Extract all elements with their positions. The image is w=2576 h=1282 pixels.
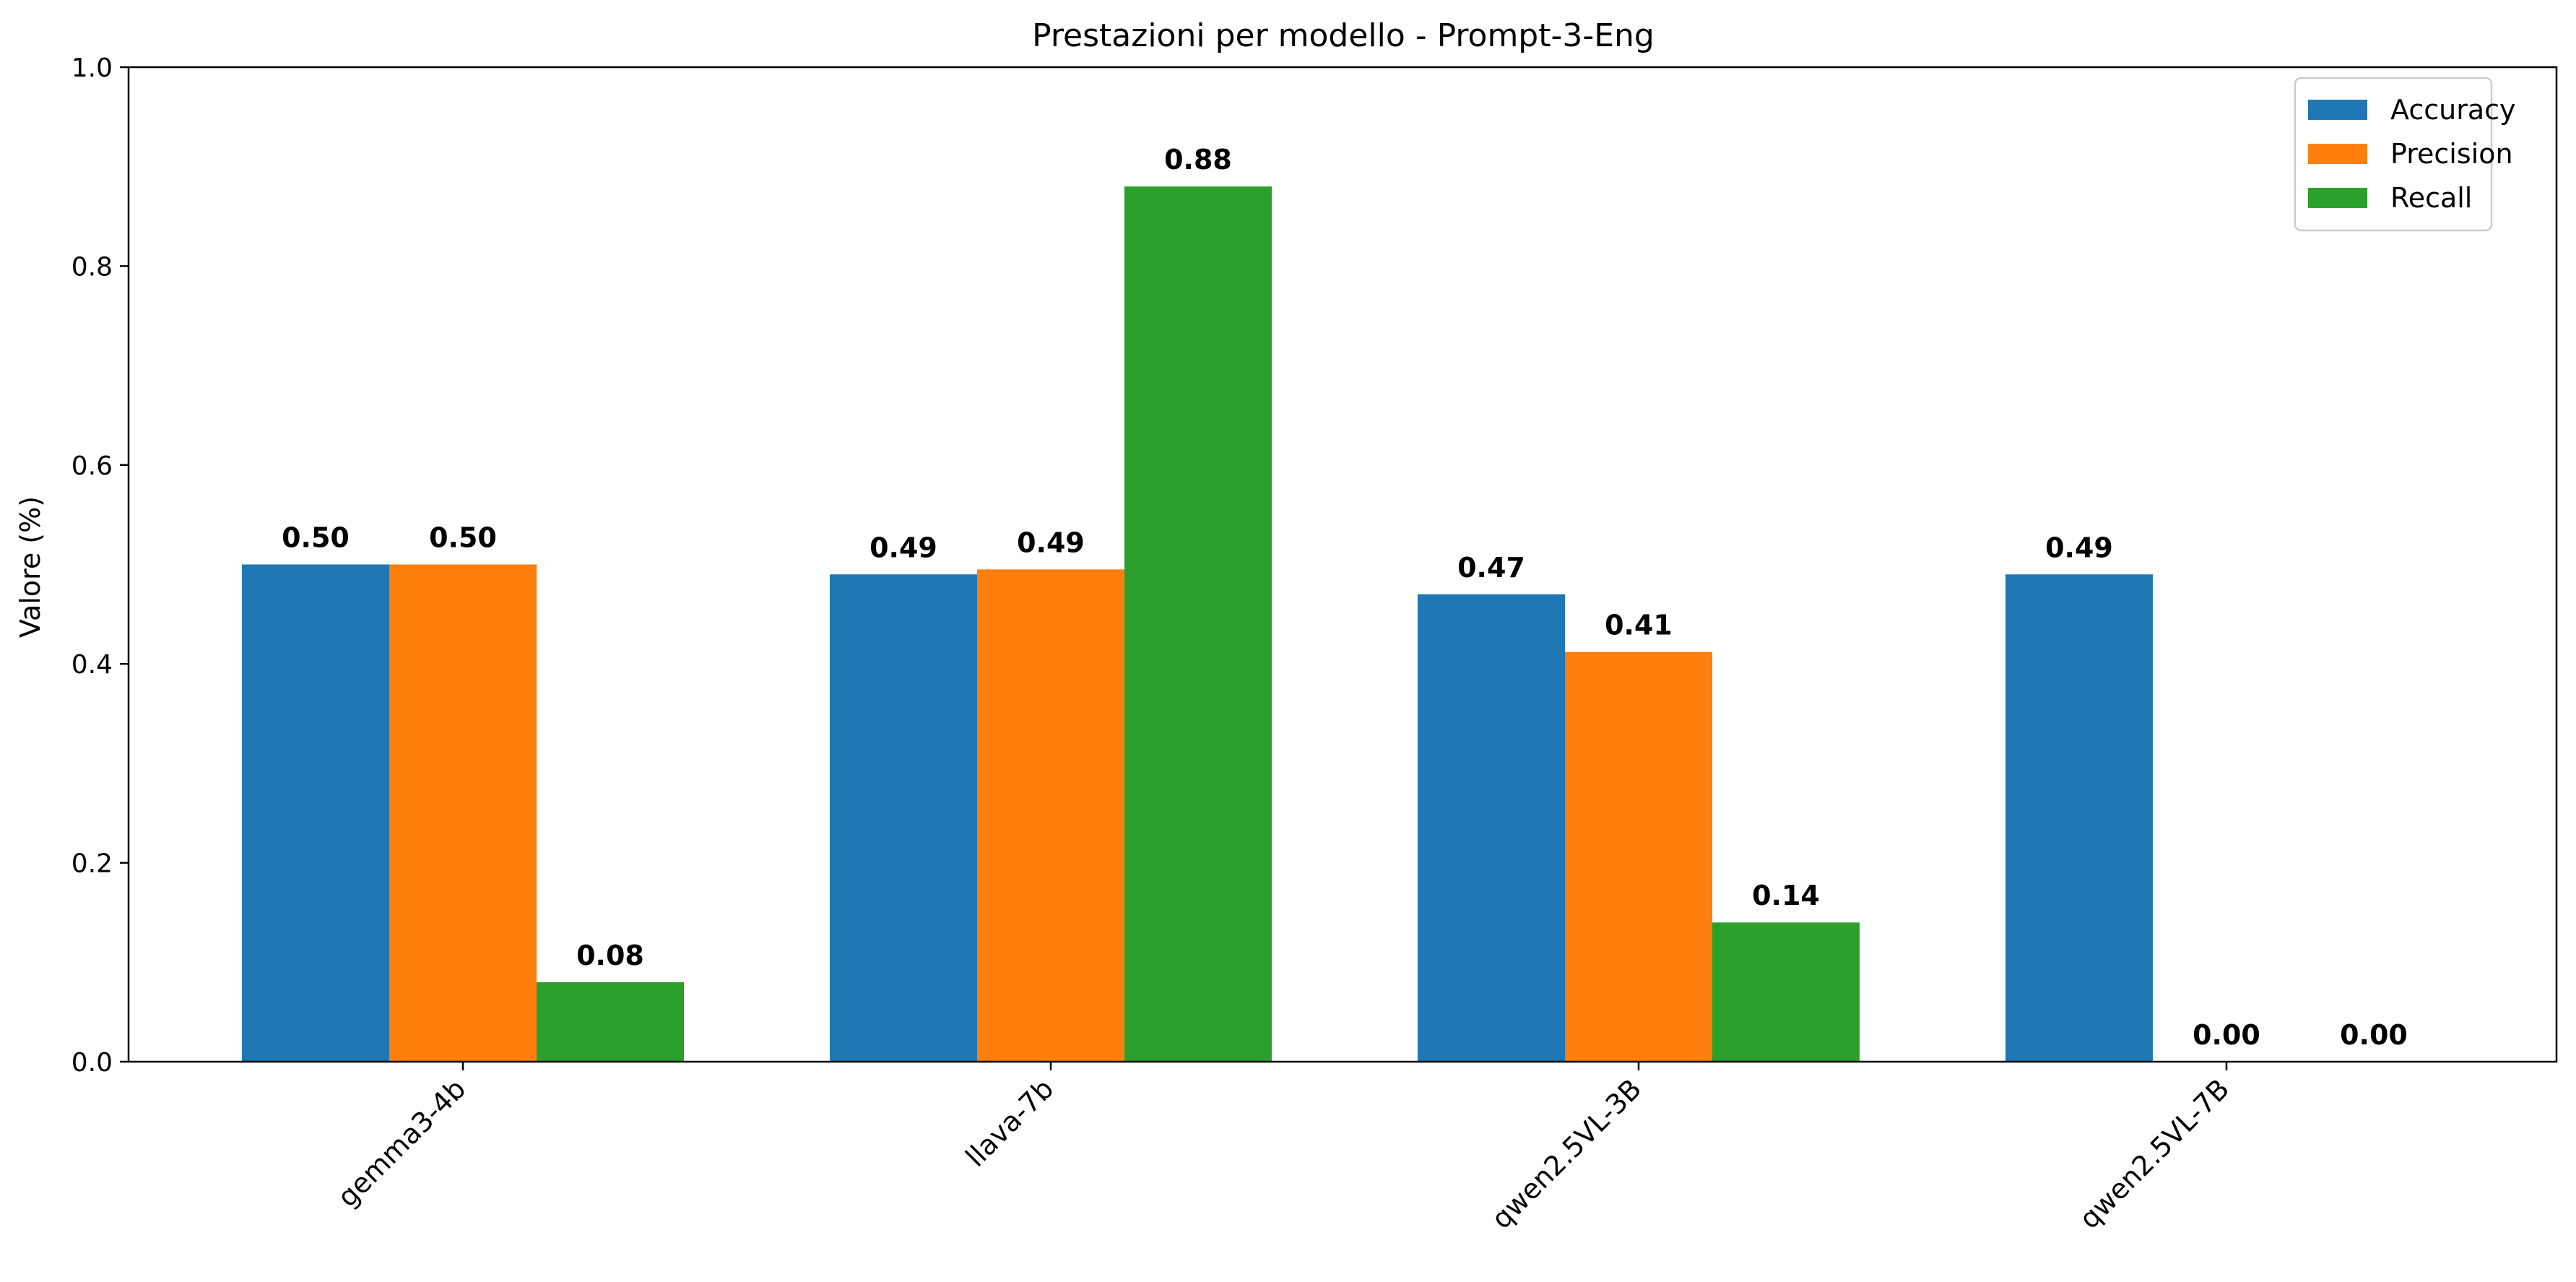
data-label-precision-qwen2.5VL-7B: 0.00 bbox=[2193, 1019, 2260, 1051]
data-label-accuracy-llava-7b: 0.49 bbox=[869, 532, 937, 563]
legend-swatch-accuracy bbox=[2308, 100, 2367, 120]
legend-swatch-precision bbox=[2308, 144, 2367, 164]
data-label-accuracy-gemma3-4b: 0.50 bbox=[282, 522, 350, 554]
bar-recall-llava-7b bbox=[1124, 186, 1272, 1062]
y-axis-label: Valore (%) bbox=[14, 496, 46, 638]
data-label-recall-qwen2.5VL-3B: 0.14 bbox=[1752, 880, 1820, 911]
bar-precision-gemma3-4b bbox=[389, 564, 537, 1062]
legend-label-precision: Precision bbox=[2390, 138, 2513, 170]
y-tick-label: 1.0 bbox=[71, 53, 113, 83]
data-label-recall-gemma3-4b: 0.08 bbox=[576, 940, 644, 971]
chart-title: Prestazioni per modello - Prompt-3-Eng bbox=[1032, 17, 1655, 54]
y-tick-label: 0.4 bbox=[71, 650, 113, 680]
legend-label-recall: Recall bbox=[2390, 182, 2472, 214]
bar-precision-qwen2.5VL-3B bbox=[1565, 651, 1712, 1062]
legend: Accuracy Precision Recall bbox=[2294, 77, 2516, 232]
bar-accuracy-gemma3-4b bbox=[242, 564, 389, 1062]
data-label-precision-qwen2.5VL-3B: 0.41 bbox=[1605, 610, 1673, 641]
bar-precision-llava-7b bbox=[977, 569, 1124, 1062]
legend-label-accuracy: Accuracy bbox=[2390, 94, 2516, 126]
data-label-accuracy-qwen2.5VL-7B: 0.49 bbox=[2045, 532, 2113, 563]
bar-recall-qwen2.5VL-3B bbox=[1712, 922, 1860, 1062]
y-tick-label: 0.2 bbox=[71, 849, 113, 879]
legend-swatch-recall bbox=[2308, 188, 2367, 208]
data-label-recall-qwen2.5VL-7B: 0.00 bbox=[2340, 1019, 2408, 1051]
y-tick-label: 0.8 bbox=[71, 252, 113, 282]
data-label-precision-llava-7b: 0.49 bbox=[1017, 527, 1085, 558]
data-label-accuracy-qwen2.5VL-3B: 0.47 bbox=[1457, 552, 1525, 584]
bar-recall-gemma3-4b bbox=[537, 982, 684, 1062]
plot-frame bbox=[127, 66, 2558, 1063]
bar-accuracy-llava-7b bbox=[830, 574, 977, 1062]
bar-accuracy-qwen2.5VL-3B bbox=[1418, 594, 1565, 1062]
data-label-precision-gemma3-4b: 0.50 bbox=[429, 522, 497, 554]
y-tick-label: 0.0 bbox=[71, 1048, 113, 1078]
plot-area: 0.50 0.49 0.47 0.49 0.50 0.49 0.41 0.00 0.08 0.88… bbox=[71, 53, 2558, 1235]
bar-accuracy-qwen2.5VL-7B bbox=[2005, 574, 2153, 1062]
y-tick-label: 0.6 bbox=[71, 451, 113, 481]
data-label-recall-llava-7b: 0.88 bbox=[1164, 144, 1232, 176]
